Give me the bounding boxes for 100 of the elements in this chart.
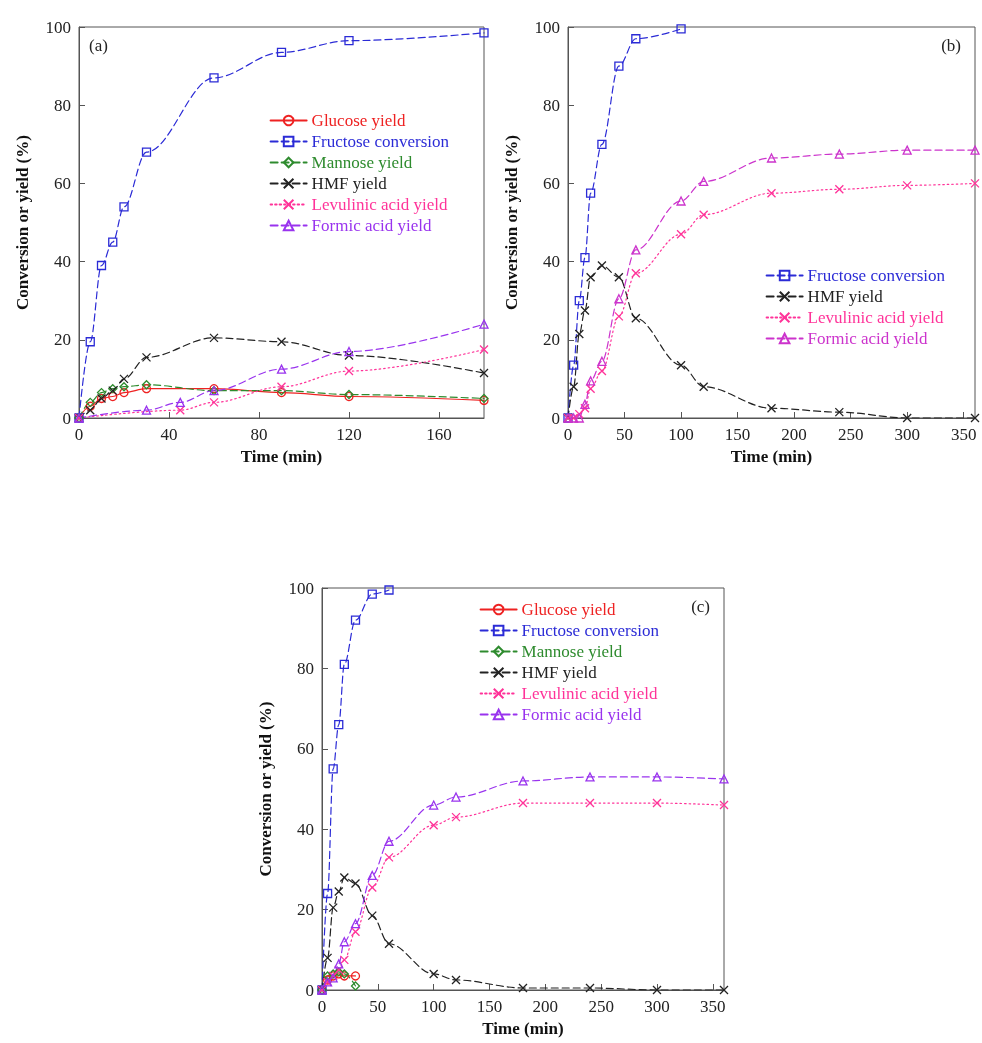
y-axis-title: Conversion or yield (%) xyxy=(13,135,32,310)
x-tick-label: 100 xyxy=(420,997,447,1016)
annotation: (a) xyxy=(89,36,108,55)
point xyxy=(580,399,590,409)
point xyxy=(970,145,980,155)
point xyxy=(209,333,219,343)
point xyxy=(334,720,344,730)
point xyxy=(451,792,461,802)
point xyxy=(209,73,219,83)
point xyxy=(339,937,349,947)
point xyxy=(367,882,377,893)
x-tick-label: 40 xyxy=(160,425,178,444)
point xyxy=(719,800,729,810)
point xyxy=(344,366,354,376)
point xyxy=(574,413,584,423)
point xyxy=(334,886,344,897)
point xyxy=(344,346,354,357)
point xyxy=(585,798,595,808)
x-axis-title: Time (min) xyxy=(482,1019,564,1038)
point xyxy=(96,387,107,398)
point xyxy=(85,397,95,408)
y-tick-label: 40 xyxy=(54,252,71,272)
point xyxy=(276,337,287,347)
point xyxy=(585,188,596,198)
legend-label: Mannose yield xyxy=(521,642,623,661)
point xyxy=(518,776,528,786)
legend-label: Formic acid yield xyxy=(807,329,929,348)
point xyxy=(766,153,777,163)
point xyxy=(614,272,624,282)
legend-label: Fructose conversion xyxy=(807,266,946,285)
point xyxy=(141,384,152,394)
point xyxy=(350,981,361,991)
y-tick-label: 40 xyxy=(543,252,560,272)
point xyxy=(574,409,584,419)
point xyxy=(322,888,333,899)
point xyxy=(350,971,361,981)
y-tick-label: 20 xyxy=(543,330,560,350)
x-tick-label: 120 xyxy=(336,425,362,444)
point xyxy=(334,959,344,969)
point xyxy=(580,253,590,263)
point xyxy=(479,319,489,329)
y-tick-label: 80 xyxy=(54,95,71,115)
point xyxy=(902,145,912,155)
point xyxy=(631,245,641,255)
point xyxy=(970,413,980,423)
x-tick-label: 200 xyxy=(532,997,559,1016)
x-tick-label: 0 xyxy=(317,997,327,1016)
point xyxy=(569,360,579,370)
point xyxy=(518,983,528,993)
point xyxy=(574,329,584,339)
legend-label: Levulinic acid yield xyxy=(311,195,449,214)
x-tick-label: 250 xyxy=(588,997,614,1016)
point xyxy=(367,870,377,881)
point xyxy=(518,798,528,808)
point xyxy=(614,311,624,321)
point xyxy=(141,147,152,157)
point xyxy=(479,368,489,378)
point xyxy=(574,296,584,306)
point xyxy=(384,852,394,862)
legend-label: Levulinic acid yield xyxy=(521,684,659,703)
point xyxy=(676,360,686,370)
point xyxy=(322,971,333,981)
point xyxy=(367,589,377,599)
point xyxy=(367,910,377,921)
point xyxy=(597,260,607,271)
point xyxy=(108,391,118,402)
y-axis-title: Conversion or yield (%) xyxy=(256,701,275,877)
point xyxy=(429,969,439,979)
y-axis-title: Conversion or yield (%) xyxy=(502,135,521,310)
point xyxy=(479,28,489,38)
point xyxy=(699,382,709,392)
point xyxy=(119,387,129,398)
point xyxy=(209,397,219,408)
y-tick-label: 60 xyxy=(543,173,560,193)
point xyxy=(384,836,394,846)
point xyxy=(585,772,595,782)
point xyxy=(676,24,686,34)
x-tick-label: 200 xyxy=(781,425,807,444)
point xyxy=(719,774,729,784)
legend-label: Formic acid yield xyxy=(521,705,643,724)
x-tick-label: 300 xyxy=(894,425,920,444)
point xyxy=(580,403,590,413)
x-tick-label: 50 xyxy=(616,425,634,444)
point xyxy=(652,798,662,808)
point xyxy=(384,585,394,595)
point xyxy=(119,382,129,392)
x-tick-label: 80 xyxy=(250,425,268,444)
point xyxy=(276,364,287,374)
x-axis-title: Time (min) xyxy=(240,447,323,466)
point xyxy=(834,184,844,194)
point xyxy=(384,939,394,949)
point xyxy=(339,659,349,670)
point xyxy=(339,955,349,965)
legend-label: Fructose conversion xyxy=(311,132,450,151)
point xyxy=(585,983,595,993)
x-tick-label: 160 xyxy=(426,425,452,444)
point xyxy=(631,268,641,278)
point xyxy=(339,872,349,883)
point xyxy=(699,210,709,220)
y-tick-label: 100 xyxy=(45,17,71,37)
